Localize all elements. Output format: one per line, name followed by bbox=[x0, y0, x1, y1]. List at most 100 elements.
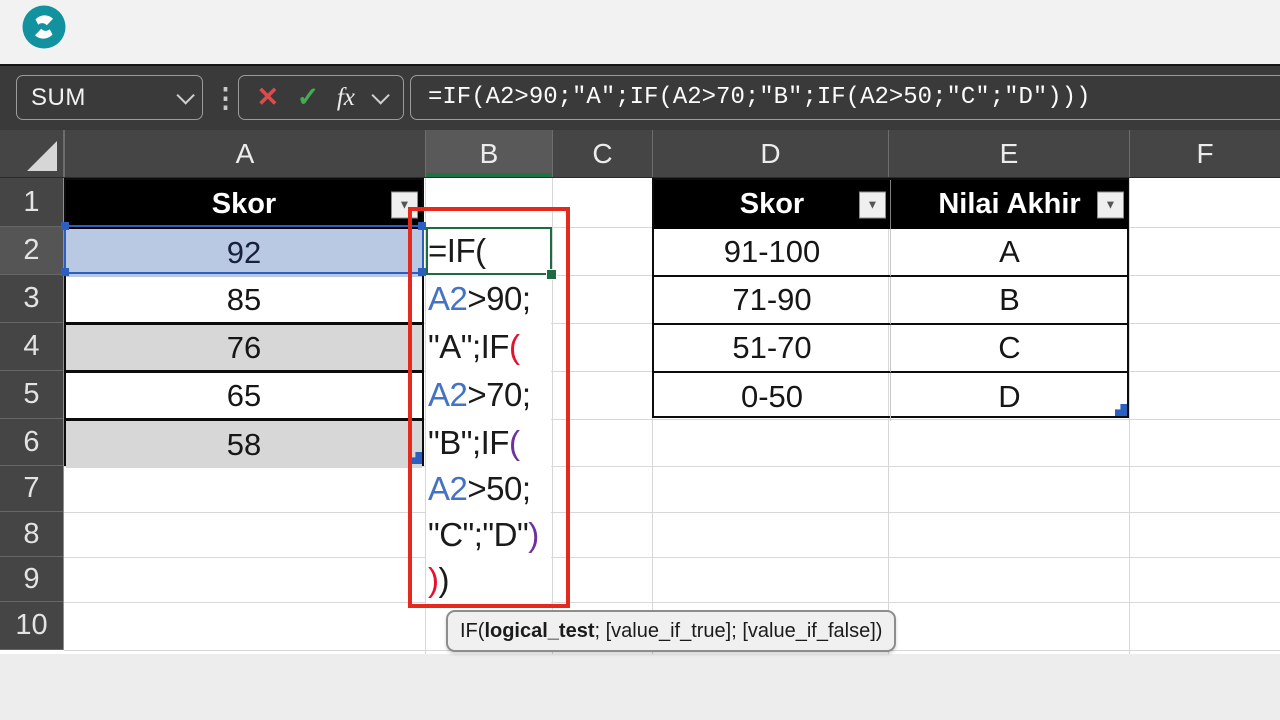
active-column-indicator bbox=[426, 173, 552, 177]
cancel-icon[interactable]: ✕ bbox=[256, 82, 280, 112]
gridline bbox=[64, 512, 1280, 513]
confirm-icon[interactable]: ✓ bbox=[296, 82, 320, 112]
column-header-A[interactable]: A bbox=[64, 130, 425, 177]
reference-range-handle[interactable] bbox=[418, 222, 426, 230]
row-header-column: 1 2 3 4 5 6 7 8 9 10 bbox=[0, 178, 64, 650]
name-box-value: SUM bbox=[31, 83, 86, 111]
gridline bbox=[64, 557, 1280, 558]
score-cell-A4[interactable]: 76 bbox=[66, 325, 422, 373]
lookup-cell-row4-skor[interactable]: 51-70 bbox=[654, 325, 890, 373]
row-header-1[interactable]: 1 bbox=[0, 178, 63, 227]
tooltip-bold-argument: logical_test bbox=[484, 619, 595, 642]
row-header-7[interactable]: 7 bbox=[0, 466, 63, 512]
fill-handle[interactable] bbox=[546, 269, 557, 280]
score-cell-A2[interactable]: 92 bbox=[66, 229, 422, 277]
formula-action-group: ✕ ✓ fx bbox=[238, 75, 404, 120]
lookup-cell-row3-skor[interactable]: 71-90 bbox=[654, 277, 890, 325]
reference-range-handle[interactable] bbox=[418, 268, 426, 276]
formula-segment: A2 bbox=[428, 376, 468, 413]
formula-segment: ) bbox=[428, 560, 439, 598]
filter-arrow-icon: ▼ bbox=[398, 197, 411, 212]
select-all-triangle-icon bbox=[27, 141, 57, 171]
grade-lookup-table: Skor ▼ Nilai Akhir ▼ 91-100 A 71-90 B 51-70 C 0-50… bbox=[652, 178, 1129, 421]
row-header-9[interactable]: 9 bbox=[0, 557, 63, 602]
lookup-cell-row3-nilai[interactable]: B bbox=[890, 277, 1128, 325]
formula-line: "C";"D") bbox=[426, 512, 551, 557]
insert-function-icon[interactable]: fx bbox=[336, 83, 355, 111]
lookup-header-skor[interactable]: Skor ▼ bbox=[654, 180, 890, 229]
formula-segment: "B";IF bbox=[428, 423, 509, 461]
column-header-F[interactable]: F bbox=[1129, 130, 1280, 177]
lookup-cell-row5-skor[interactable]: 0-50 bbox=[740, 379, 804, 414]
score-cell-A5[interactable]: 65 bbox=[66, 373, 422, 421]
formula-segment: ( bbox=[508, 328, 520, 365]
lookup-cell-row2-nilai[interactable]: A bbox=[890, 229, 1128, 277]
formula-segment: ) bbox=[528, 515, 539, 553]
gridline bbox=[64, 466, 1280, 467]
formula-text: =IF(A2>90;"A";IF(A2>70;"B";IF(A2>50;"C";… bbox=[428, 84, 1091, 111]
row-header-8[interactable]: 8 bbox=[0, 512, 63, 557]
row-header-4[interactable]: 4 bbox=[0, 323, 63, 371]
score-cell-A3[interactable]: 85 bbox=[66, 277, 422, 325]
formula-segment: "C";"D" bbox=[428, 515, 529, 553]
tooltip-function-name: IF( bbox=[460, 619, 485, 642]
reference-range-handle[interactable] bbox=[61, 268, 69, 276]
formula-line: A2 >90; bbox=[426, 275, 551, 323]
tooltip-remaining-args: ; [value_if_true]; [value_if_false]) bbox=[594, 619, 883, 642]
lookup-header-nilai-akhir[interactable]: Nilai Akhir ▼ bbox=[890, 180, 1128, 229]
formula-line: "A";IF( bbox=[426, 323, 551, 371]
formula-segment: A2 bbox=[428, 280, 468, 317]
filter-button[interactable]: ▼ bbox=[859, 191, 886, 218]
formula-segment: "A";IF bbox=[428, 328, 509, 365]
score-cell-A6[interactable]: 58 bbox=[66, 421, 422, 468]
formula-segment: =IF( bbox=[428, 232, 486, 269]
gridline bbox=[64, 602, 1280, 603]
formula-segment: A2 bbox=[428, 470, 468, 507]
row-header-3[interactable]: 3 bbox=[0, 275, 63, 323]
row-header-2[interactable]: 2 bbox=[0, 227, 63, 275]
chevron-down-icon[interactable] bbox=[371, 86, 391, 105]
name-box[interactable]: SUM bbox=[16, 75, 203, 120]
formula-line: A2 >50; bbox=[426, 466, 551, 512]
score-table: Skor ▼ 92 85 76 65 58 bbox=[64, 178, 424, 468]
reference-range-handle[interactable] bbox=[61, 222, 69, 230]
formula-line: "B";IF( bbox=[426, 419, 551, 466]
lookup-cell-row2-skor[interactable]: 91-100 bbox=[654, 229, 890, 277]
gridline bbox=[425, 178, 426, 654]
filter-arrow-icon: ▼ bbox=[866, 197, 879, 212]
column-header-C[interactable]: C bbox=[552, 130, 652, 177]
row-header-5[interactable]: 5 bbox=[0, 371, 63, 419]
filter-button[interactable]: ▼ bbox=[1097, 191, 1124, 218]
formula-bar: SUM ⋮ ✕ ✓ fx =IF(A2>90;"A";IF(A2>70;"B";… bbox=[0, 64, 1280, 130]
formula-input[interactable]: =IF(A2>90;"A";IF(A2>70;"B";IF(A2>50;"C";… bbox=[410, 75, 1280, 120]
formula-segment: ( bbox=[508, 423, 520, 461]
formula-segment: >70; bbox=[467, 376, 531, 413]
column-header-D[interactable]: D bbox=[652, 130, 888, 177]
app-logo-icon bbox=[21, 4, 67, 55]
select-all-corner[interactable] bbox=[0, 130, 64, 177]
top-bar bbox=[0, 0, 1280, 64]
formula-bar-drag-dots-icon: ⋮ bbox=[212, 83, 239, 113]
formula-line: A2 >70; bbox=[426, 371, 551, 419]
gridline bbox=[552, 178, 553, 654]
formula-segment: ) bbox=[438, 560, 450, 598]
score-table-header-cell[interactable]: Skor ▼ bbox=[66, 180, 422, 229]
row-header-6[interactable]: 6 bbox=[0, 419, 63, 466]
row-header-10[interactable]: 10 bbox=[0, 602, 63, 650]
column-header-B[interactable]: B bbox=[425, 130, 552, 177]
formula-segment: >50; bbox=[467, 470, 531, 507]
column-header-E[interactable]: E bbox=[888, 130, 1129, 177]
formula-line: )) bbox=[426, 557, 551, 602]
filter-arrow-icon: ▼ bbox=[1104, 197, 1117, 212]
formula-line: =IF( bbox=[426, 227, 551, 275]
gridline bbox=[1129, 178, 1130, 654]
filter-button[interactable]: ▼ bbox=[391, 191, 418, 218]
gridline bbox=[64, 419, 1280, 420]
formula-segment: >90; bbox=[467, 280, 531, 317]
lookup-cell-row4-nilai[interactable]: C bbox=[890, 325, 1128, 373]
formula-edit-cell[interactable]: =IF(A2 >90; "A";IF(A2 >70; "B";IF(A2 >50; "C";… bbox=[426, 227, 551, 604]
chevron-down-icon[interactable] bbox=[176, 86, 195, 105]
lookup-cell-row5-nilai[interactable]: D bbox=[890, 373, 1128, 421]
